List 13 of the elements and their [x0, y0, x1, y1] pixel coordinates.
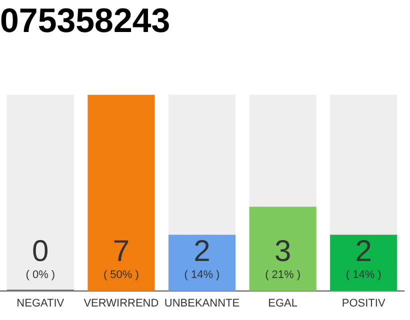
data-label: 0 ( 0% ) [26, 234, 56, 281]
bar [168, 234, 236, 291]
data-label: 7 ( 50% ) [103, 234, 139, 281]
data-label: 2 ( 14% ) [346, 234, 382, 281]
x-tick-label: POSITIV [342, 297, 386, 310]
x-tick-label: UNBEKANNTE [164, 297, 240, 310]
x-tick-label: EGAL [268, 297, 298, 310]
x-tick-label: NEGATIV [16, 297, 65, 310]
chart-title: 075358243 [0, 2, 170, 40]
x-tick-label: VERWIRREND [84, 297, 159, 310]
bar [330, 234, 398, 291]
data-label: 3 ( 21% ) [265, 234, 301, 281]
data-label: 2 ( 14% ) [184, 234, 220, 281]
